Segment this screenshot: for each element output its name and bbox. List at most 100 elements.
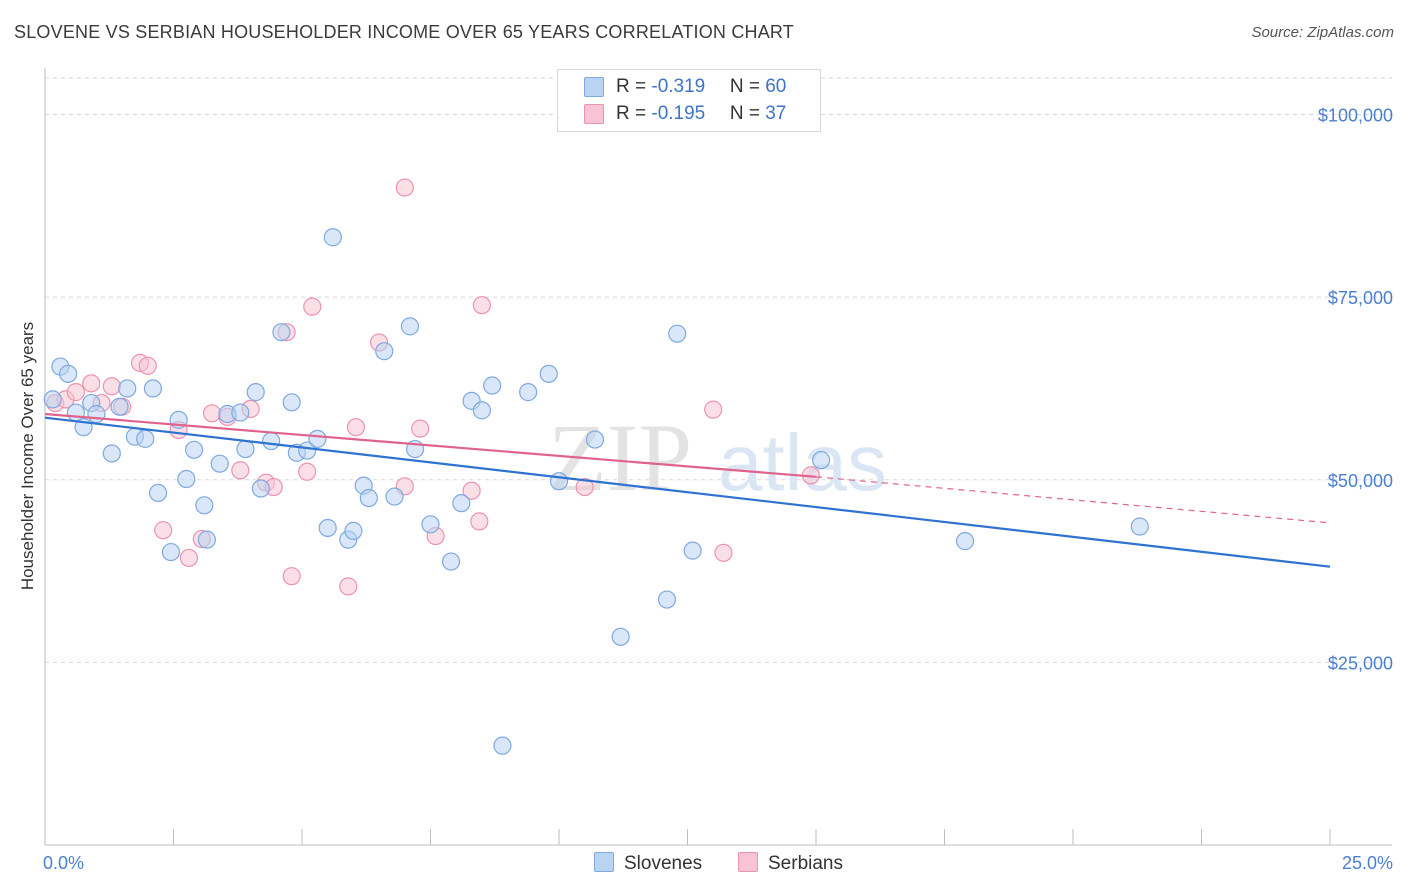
grid-layer xyxy=(45,77,1392,663)
slovenes-n-label: N = xyxy=(729,76,766,97)
slovenes-point xyxy=(323,228,342,247)
slovenes-point xyxy=(549,472,569,491)
slovenes-r-label: R = xyxy=(616,76,652,97)
serbians-point xyxy=(282,567,301,586)
slovenes-point xyxy=(195,496,214,515)
x-tick-label-max: 25.0% xyxy=(1342,853,1393,873)
slovenes-point xyxy=(359,488,378,508)
bottom-slovenes-swatch xyxy=(594,852,614,872)
serbians-point xyxy=(102,377,121,396)
slovenes-point xyxy=(231,403,250,422)
serbians-point xyxy=(66,383,85,402)
slovenes-point xyxy=(110,397,129,416)
y-tick-label: $25,000 xyxy=(1328,653,1393,673)
slovenes-point xyxy=(161,542,181,562)
axis-layer xyxy=(44,68,1392,846)
slovenes-point xyxy=(148,483,168,503)
slovenes-point xyxy=(441,552,461,571)
slovenes-point xyxy=(143,379,163,398)
serbians-point xyxy=(179,548,199,568)
serbians-n-value: 37 xyxy=(765,103,787,124)
slovenes-point xyxy=(318,518,337,538)
slovenes-point xyxy=(539,364,558,383)
serbians-point xyxy=(714,543,733,562)
slovenes-point xyxy=(282,393,301,412)
slovenes-point xyxy=(375,342,394,361)
bottom-slovenes-label: Slovenes xyxy=(624,853,703,874)
slovenes-points xyxy=(43,228,1149,755)
slovenes-r-value: -0.319 xyxy=(651,76,706,97)
serbians-trend-extension xyxy=(815,476,1331,524)
slovenes-point xyxy=(683,541,702,560)
serbians-point xyxy=(395,178,414,197)
slovenes-point xyxy=(483,376,502,395)
slovenes-point xyxy=(272,323,291,342)
source-label: Source: ZipAtlas.com xyxy=(1251,24,1394,41)
slovenes-point xyxy=(385,487,404,506)
bottom-legend-serbians: Serbians xyxy=(738,852,843,875)
correlation-legend: R = -0.319 N = 60 R = -0.195 N = 37 xyxy=(557,69,821,132)
serbians-point xyxy=(298,462,317,481)
serbians-point xyxy=(138,356,157,375)
serbians-point xyxy=(154,521,173,540)
bottom-serbians-label: Serbians xyxy=(768,853,843,874)
slovenes-point xyxy=(298,441,317,460)
slovenes-point xyxy=(118,379,137,398)
serbians-swatch xyxy=(584,104,604,124)
slovenes-point xyxy=(452,494,471,513)
serbians-point xyxy=(202,404,222,423)
slovenes-point xyxy=(87,404,106,424)
y-tick-label: $75,000 xyxy=(1328,288,1393,308)
slovenes-swatch xyxy=(584,77,604,97)
slovenes-point xyxy=(955,532,975,551)
tick-layer: $25,000 $50,000 $75,000 $100,000 0.0% 25.0% xyxy=(43,106,1393,873)
slovenes-point xyxy=(657,590,677,609)
watermark-atlas: atlas xyxy=(718,418,887,507)
serbians-n-label: N = xyxy=(729,103,766,124)
chart-title: SLOVENE VS SERBIAN HOUSEHOLDER INCOME OV… xyxy=(14,22,794,42)
serbians-point xyxy=(339,577,358,596)
slovenes-point xyxy=(472,401,491,420)
slovenes-point xyxy=(136,429,155,448)
slovenes-point xyxy=(400,317,420,336)
bottom-serbians-swatch xyxy=(738,852,758,872)
bottom-legend-slovenes: Slovenes xyxy=(594,852,702,875)
slovenes-point xyxy=(102,444,121,463)
y-axis-label: Householder Income Over 65 years xyxy=(18,322,37,590)
slovenes-point xyxy=(43,390,62,409)
serbians-point xyxy=(82,374,101,393)
slovenes-n-value: 60 xyxy=(765,76,787,97)
slovenes-point xyxy=(59,364,78,383)
y-tick-label: $50,000 xyxy=(1328,471,1393,491)
slovenes-point xyxy=(668,324,687,343)
slovenes-point xyxy=(344,521,363,540)
serbians-point xyxy=(411,419,430,438)
serbians-point xyxy=(472,296,491,315)
serbians-point xyxy=(575,477,594,497)
serbians-r-value: -0.195 xyxy=(651,103,706,124)
slovenes-point xyxy=(585,430,605,449)
slovenes-point xyxy=(177,469,196,489)
serbians-point xyxy=(462,481,481,500)
serbians-point xyxy=(303,297,322,316)
serbians-point xyxy=(231,461,250,480)
slovenes-point xyxy=(611,627,630,646)
slovenes-point xyxy=(519,383,538,402)
slovenes-point xyxy=(184,440,204,459)
slovenes-point xyxy=(812,450,831,470)
slovenes-point xyxy=(197,530,217,549)
serbians-point xyxy=(704,400,723,419)
serbians-point xyxy=(470,512,489,531)
slovenes-point xyxy=(251,479,270,498)
slovenes-point xyxy=(493,736,512,755)
slovenes-point xyxy=(308,429,327,448)
slovenes-trend-line xyxy=(44,416,1331,568)
serbians-r-label: R = xyxy=(616,103,652,124)
slovenes-point xyxy=(210,454,229,473)
serbians-trend-line xyxy=(44,412,817,478)
slovenes-point xyxy=(262,431,281,451)
serbians-point xyxy=(346,418,366,437)
slovenes-point xyxy=(421,515,440,534)
slovenes-point xyxy=(1130,517,1149,536)
